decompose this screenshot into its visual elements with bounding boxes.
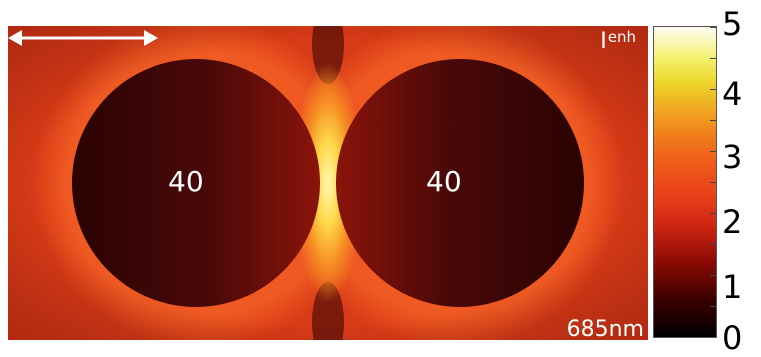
- colorbar-label-3: 3: [722, 138, 743, 176]
- quantity-superscript: enh: [607, 28, 636, 46]
- quantity-label: Ienh: [600, 28, 636, 54]
- colorbar-label-1: 1: [722, 268, 743, 306]
- colorbar-label-4: 4: [722, 75, 743, 113]
- colorbar-label-2: 2: [722, 203, 743, 241]
- field-map-graphic: [8, 26, 648, 340]
- colorbar: [653, 26, 717, 338]
- polarization-double-arrow-icon: [8, 30, 158, 46]
- left-sphere-label: 40: [168, 165, 204, 198]
- colorbar-label-0: 0: [722, 319, 743, 357]
- colorbar-label-5: 5: [722, 5, 743, 43]
- wavelength-label: 685nm: [566, 317, 644, 340]
- right-sphere-label: 40: [426, 165, 462, 198]
- field-enhancement-map: Ienh 40 40 685nm: [8, 26, 648, 340]
- edge-vignette: [8, 26, 648, 340]
